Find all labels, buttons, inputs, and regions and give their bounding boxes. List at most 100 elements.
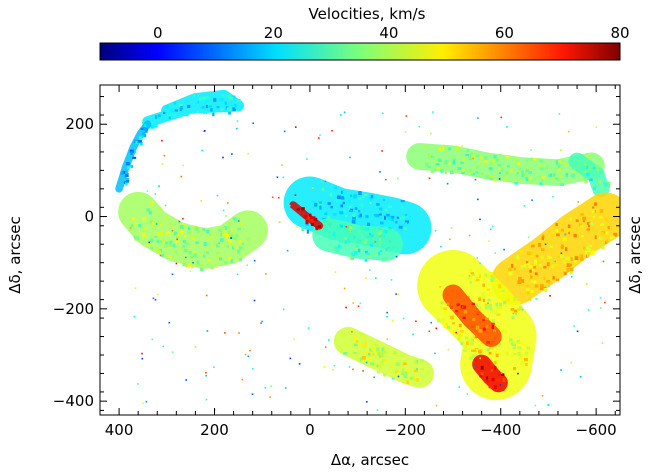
region-speckle xyxy=(518,276,522,281)
region-speckle xyxy=(142,216,147,221)
scatter-point xyxy=(379,171,381,173)
region-speckle xyxy=(443,307,447,311)
scatter-point xyxy=(479,218,481,221)
scatter-point xyxy=(362,370,364,372)
region-speckle xyxy=(528,265,533,269)
region-speckle xyxy=(594,185,598,189)
region-speckle xyxy=(491,160,495,163)
region-speckle xyxy=(440,307,443,310)
region-speckle xyxy=(534,284,539,288)
scatter-point xyxy=(534,404,537,407)
region-speckle xyxy=(143,133,147,138)
region-speckle xyxy=(550,241,553,244)
region-speckle xyxy=(528,170,532,175)
region-speckle xyxy=(370,244,373,247)
region-speckle xyxy=(471,335,475,339)
region-speckle xyxy=(210,108,213,112)
scatter-point xyxy=(159,254,162,257)
region-speckle xyxy=(375,350,378,354)
region-speckle xyxy=(357,230,362,234)
region-speckle xyxy=(599,185,603,188)
region-speckle xyxy=(456,145,459,149)
scatter-point xyxy=(500,116,503,119)
region-speckle xyxy=(530,157,534,161)
region-speckle xyxy=(149,220,153,224)
region-speckle xyxy=(150,247,153,250)
region-speckle xyxy=(510,308,515,311)
region-speckle xyxy=(368,354,371,357)
y-tick-label: −200 xyxy=(53,300,94,318)
scatter-point xyxy=(359,302,362,305)
region-upper-left-arc xyxy=(142,89,244,129)
region-speckle xyxy=(163,111,166,115)
region-speckle xyxy=(468,156,473,161)
region-band xyxy=(118,191,268,269)
region-speckle xyxy=(452,158,456,161)
scatter-point xyxy=(494,252,497,254)
region-speckle xyxy=(409,216,412,220)
region-speckle xyxy=(232,245,235,250)
region-speckle xyxy=(209,233,212,236)
scatter-point xyxy=(155,223,158,225)
region-speckle xyxy=(154,123,158,128)
region-speckle xyxy=(573,233,577,238)
region-speckle xyxy=(360,357,363,361)
scatter-point xyxy=(439,286,441,288)
region-speckle xyxy=(361,344,364,347)
region-speckle xyxy=(481,292,485,297)
scatter-point xyxy=(395,293,397,295)
scatter-point xyxy=(391,377,394,380)
region-speckle xyxy=(296,208,301,211)
region-speckle xyxy=(598,215,603,219)
region-speckle xyxy=(384,215,387,220)
scatter-point xyxy=(576,330,579,333)
region-speckle xyxy=(367,357,370,362)
region-speckle xyxy=(506,298,510,302)
region-speckle xyxy=(505,171,510,175)
region-speckle xyxy=(521,279,525,283)
region-speckle xyxy=(551,176,555,179)
region-speckle xyxy=(444,311,447,315)
scatter-point xyxy=(473,366,476,368)
region-speckle xyxy=(338,215,341,218)
scatter-point xyxy=(382,112,384,115)
region-speckle xyxy=(498,292,503,295)
region-speckle xyxy=(354,250,358,255)
scatter-point xyxy=(381,150,383,152)
region-speckle xyxy=(541,248,545,251)
region-speckle xyxy=(542,176,545,180)
region-speckle xyxy=(182,263,186,267)
region-speckle xyxy=(222,227,225,231)
region-speckle xyxy=(125,171,128,175)
scatter-point xyxy=(187,228,190,230)
scatter-point xyxy=(178,220,181,223)
region-speckle xyxy=(361,355,366,360)
region-speckle xyxy=(490,369,493,372)
region-speckle xyxy=(600,223,604,227)
region-speckle xyxy=(475,353,479,356)
region-speckle xyxy=(591,206,595,209)
region-speckle xyxy=(464,313,467,317)
region-speckle xyxy=(164,244,168,248)
region-speckle xyxy=(524,172,527,175)
region-speckle xyxy=(516,308,521,312)
region-speckle xyxy=(344,237,347,241)
region-speckle xyxy=(230,232,234,235)
region-speckle xyxy=(311,201,315,204)
scatter-point xyxy=(163,154,166,157)
scatter-point xyxy=(324,346,327,348)
region-speckle xyxy=(169,240,173,244)
region-speckle xyxy=(607,226,610,230)
region-speckle xyxy=(437,318,441,323)
region-speckle xyxy=(462,316,466,320)
scatter-point xyxy=(277,196,280,199)
region-speckle xyxy=(348,205,352,210)
region-speckle xyxy=(181,223,186,226)
region-speckle xyxy=(600,245,605,249)
region-speckle xyxy=(598,236,603,240)
region-speckle xyxy=(581,157,585,162)
scatter-point xyxy=(252,367,254,370)
region-speckle xyxy=(475,171,479,174)
region-speckle xyxy=(342,190,346,195)
region-speckle xyxy=(526,166,531,171)
